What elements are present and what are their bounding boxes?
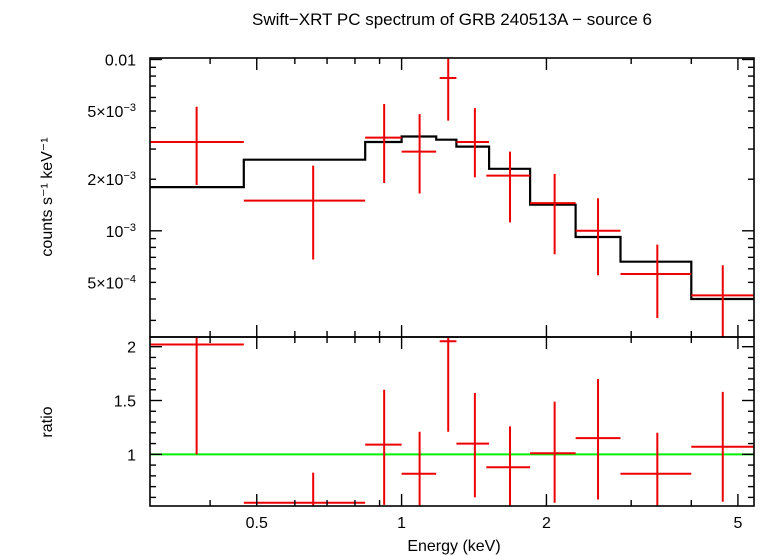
top-data-point-7 xyxy=(530,173,576,255)
top-data-point-1 xyxy=(243,165,366,260)
top-y-tick-label-3: 10−3 xyxy=(106,222,136,241)
top-y-axis-label: counts s⁻¹ keV⁻¹ xyxy=(39,137,56,256)
bottom-frame xyxy=(149,336,755,507)
top-y-tick-exponent-3: −3 xyxy=(123,222,136,234)
top-y-tick-label-1: 5×10−3 xyxy=(87,102,136,121)
top-data-point-10 xyxy=(691,265,754,337)
top-data-point-3 xyxy=(401,114,437,194)
bottom-data-point-3 xyxy=(401,431,437,506)
bottom-data-point-8 xyxy=(575,378,621,500)
top-y-tick-exponent-4: −4 xyxy=(123,273,136,285)
bottom-data-point-2 xyxy=(365,389,402,505)
bottom-y-axis-label: ratio xyxy=(39,406,56,437)
top-data-point-9 xyxy=(620,244,692,318)
bottom-data-point-7 xyxy=(530,401,576,503)
top-y-tick-exponent-1: −3 xyxy=(123,102,136,114)
x-tick-label-3: 5 xyxy=(733,515,742,532)
bottom-data-point-4 xyxy=(439,337,457,432)
bottom-data-point-6 xyxy=(486,426,531,506)
top-y-tick-exponent-2: −3 xyxy=(123,170,136,182)
bottom-y-tick-label-0: 1 xyxy=(127,447,136,464)
bottom-data-point-0 xyxy=(150,337,244,455)
top-model-step xyxy=(150,135,754,301)
x-tick-label-2: 2 xyxy=(542,515,551,532)
top-plot-area xyxy=(150,58,754,337)
top-panel: 0.01 5×10−3 2×10−3 10−3 5×10−4 xyxy=(87,52,755,338)
top-frame xyxy=(149,57,755,338)
x-tick-label-1: 1 xyxy=(397,515,406,532)
top-data-point-6 xyxy=(486,151,531,223)
chart-title: Swift−XRT PC spectrum of GRB 240513A − s… xyxy=(252,10,652,29)
top-y-tick-label-4: 5×10−4 xyxy=(87,273,136,292)
bottom-y-tick-label-2: 2 xyxy=(127,340,136,357)
bottom-data-point-9 xyxy=(620,432,692,506)
bottom-plot-area xyxy=(150,337,754,506)
bottom-data-point-10 xyxy=(691,391,754,502)
bottom-y-tick-label-1: 1.5 xyxy=(114,394,136,411)
top-data-point-4 xyxy=(439,58,457,121)
top-y-tick-label-0: 0.01 xyxy=(105,52,136,69)
top-data-point-8 xyxy=(575,198,621,276)
top-data-point-2 xyxy=(365,103,402,184)
bottom-data-point-1 xyxy=(243,472,366,506)
x-axis-label: Energy (keV) xyxy=(407,538,500,555)
bottom-panel: 0.5 1 2 5 1 1.5 2 xyxy=(114,336,755,532)
top-y-tick-label-2: 2×10−3 xyxy=(87,170,136,189)
top-data-point-0 xyxy=(150,106,244,186)
x-tick-label-0: 0.5 xyxy=(246,515,268,532)
bottom-data-point-5 xyxy=(456,392,490,498)
top-data-point-5 xyxy=(456,108,490,178)
